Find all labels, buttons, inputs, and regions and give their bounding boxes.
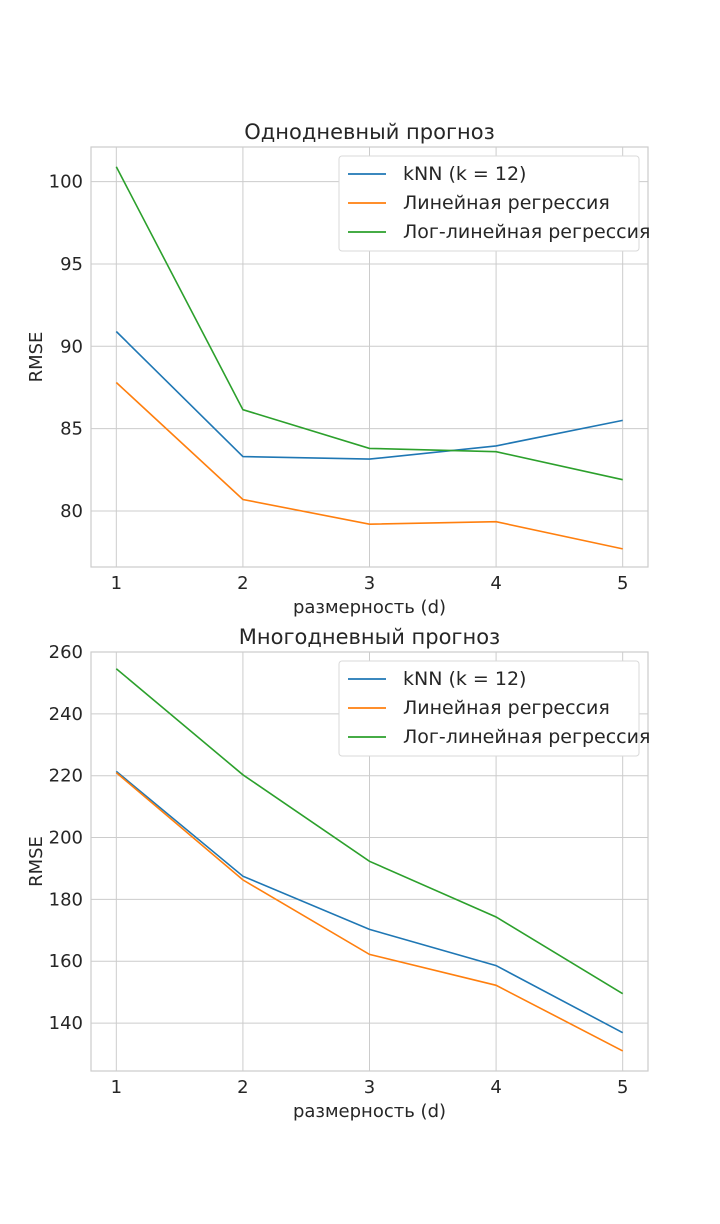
- plot-frame: [90, 146, 649, 568]
- y-tick-label: 240: [49, 704, 83, 725]
- legend-label: kNN (k = 12): [403, 163, 526, 185]
- legend-box: [338, 660, 640, 757]
- x-tick-label: 2: [237, 573, 248, 594]
- chart-2: 1 2 3 4 5 140 160 180 200 220 240 260 Многодневный п…: [26, 625, 650, 1122]
- series-line-1: [115, 330, 623, 460]
- x-tick-label: 4: [490, 1077, 501, 1098]
- y-tick-label: 80: [60, 501, 83, 522]
- x-tick-label: 4: [490, 573, 501, 594]
- y-tick-label: 90: [60, 336, 83, 357]
- x-axis-label: размерность (d): [293, 597, 446, 618]
- y-tick-label: 260: [49, 642, 83, 663]
- x-axis-label: размерность (d): [293, 1101, 446, 1122]
- plot-frame: [90, 651, 649, 1072]
- x-tick-label: 2: [237, 1077, 248, 1098]
- x-tick-label: 3: [364, 1077, 375, 1098]
- chart-title: Однодневный прогноз: [244, 120, 495, 144]
- series-line-1: [115, 770, 624, 1034]
- y-tick-label: 85: [60, 419, 83, 440]
- series-line-2: [115, 771, 624, 1052]
- y-tick-label: 200: [49, 828, 83, 849]
- series-line-3: [115, 166, 623, 481]
- chart-title: Многодневный прогноз: [239, 625, 500, 649]
- chart-1: 1 2 3 4 5 80 85 90 95 100 Однодневный прогноз разме…: [26, 120, 650, 618]
- legend-label: Лог-линейная регрессия: [403, 726, 650, 748]
- x-tick-label: 5: [617, 573, 628, 594]
- y-axis-label: RMSE: [26, 836, 47, 887]
- y-tick-label: 220: [49, 766, 83, 787]
- legend-label: kNN (k = 12): [403, 668, 526, 690]
- legend-label: Лог-линейная регрессия: [403, 221, 650, 243]
- legend-label: Линейная регрессия: [403, 192, 610, 214]
- y-axis-label: RMSE: [26, 332, 47, 383]
- x-tick-label: 1: [111, 1077, 122, 1098]
- y-tick-label: 180: [49, 889, 83, 910]
- y-tick-label: 160: [49, 951, 83, 972]
- x-tick-label: 3: [364, 573, 375, 594]
- y-tick-label: 140: [49, 1013, 83, 1034]
- legend-label: Линейная регрессия: [403, 697, 610, 719]
- y-tick-label: 95: [60, 254, 83, 275]
- y-tick-label: 100: [49, 172, 83, 193]
- x-tick-label: 1: [111, 573, 122, 594]
- series-line-3: [115, 668, 624, 995]
- series-line-2: [115, 381, 623, 550]
- x-tick-label: 5: [617, 1077, 628, 1098]
- legend-box: [338, 155, 640, 252]
